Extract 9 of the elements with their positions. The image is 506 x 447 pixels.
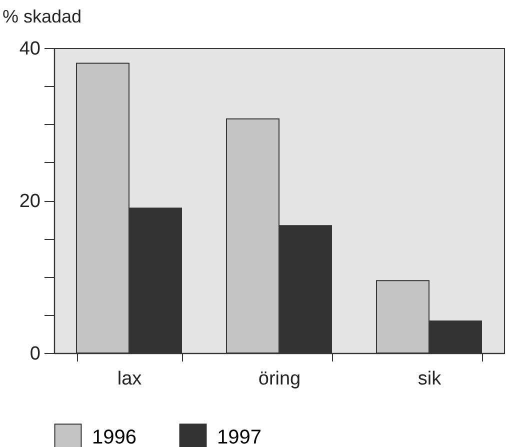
y-tick-label: 20 [19,191,40,212]
x-tick-label: sik [418,368,442,390]
y-tick-label: 0 [30,344,40,364]
y-tick-label: 40 [19,38,40,60]
legend-label: 1997 [217,426,262,447]
y-axis-title: % skadad [2,6,82,26]
legend-label: 1996 [92,426,136,447]
x-tick-label: öring [258,368,301,390]
x-tick-label: lax [117,368,142,390]
